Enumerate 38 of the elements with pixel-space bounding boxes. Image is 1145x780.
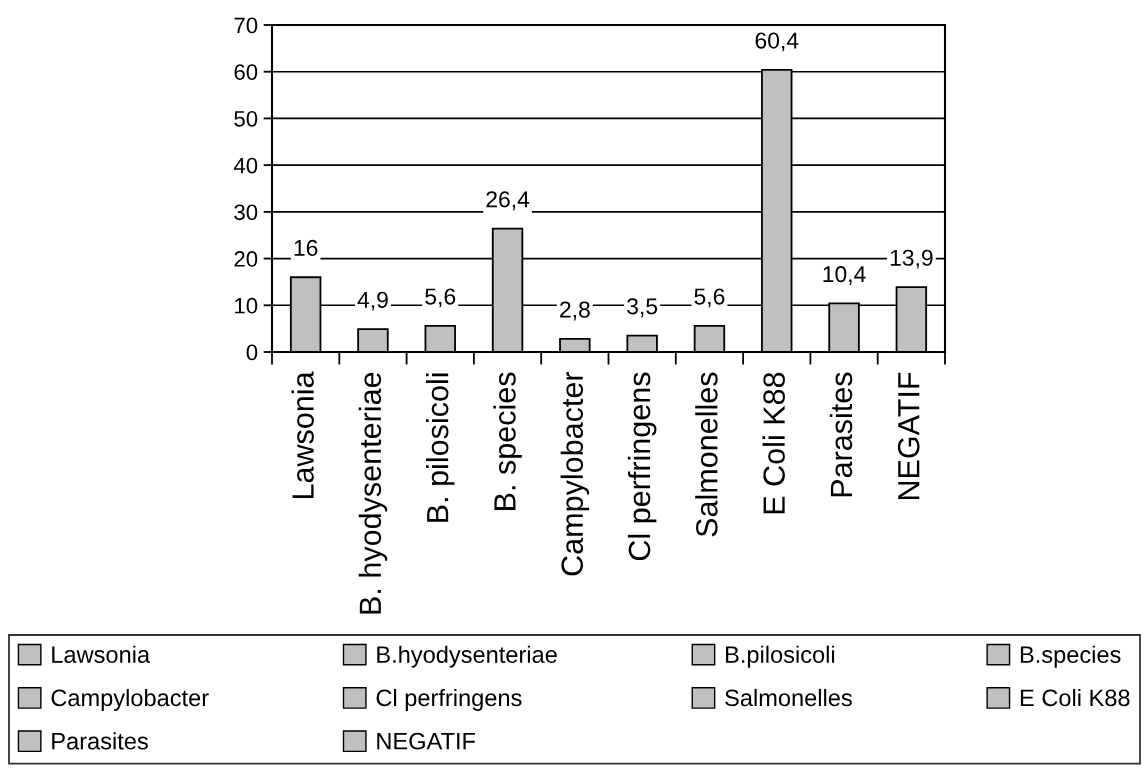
y-tick-label: 0 bbox=[246, 344, 258, 361]
legend-label: B.species bbox=[1020, 645, 1121, 668]
y-tick-label: 30 bbox=[234, 204, 258, 221]
legend-label: Lawsonia bbox=[52, 645, 151, 663]
data-label: 13,9 bbox=[890, 249, 933, 269]
x-tick-label: Campylobacter bbox=[560, 371, 590, 576]
data-label: 2,8 bbox=[560, 301, 590, 321]
x-tick-label: Salmonelles bbox=[695, 372, 718, 537]
x-tick-label: B. species bbox=[493, 372, 522, 510]
data-label: 4,9 bbox=[357, 291, 388, 311]
x-tick-label: E Coli K88 bbox=[762, 372, 785, 514]
data-label: 10,4 bbox=[823, 265, 866, 285]
data-label: 16 bbox=[294, 239, 318, 257]
y-tick-label: 40 bbox=[233, 157, 258, 174]
y-tick-label: 60 bbox=[234, 64, 258, 80]
x-tick-label: B. hyodysenteriae bbox=[358, 372, 388, 614]
x-tick-label: Parasites bbox=[829, 372, 853, 497]
legend-label: NEGATIF bbox=[377, 732, 476, 750]
x-tick-label: NEGATIF bbox=[897, 372, 920, 500]
data-label: 5,6 bbox=[694, 288, 725, 308]
legend-label: B.pilosicoli bbox=[726, 645, 835, 668]
y-tick-label: 20 bbox=[234, 251, 258, 267]
legend-label: Campylobacter bbox=[51, 688, 209, 711]
legend-label: Cl perfringens bbox=[376, 688, 522, 711]
x-tick-label: B. pilosicoli bbox=[426, 373, 455, 522]
data-label: 3,5 bbox=[627, 298, 658, 318]
data-label: 26,4 bbox=[486, 191, 530, 211]
y-tick-label: 70 bbox=[234, 17, 258, 34]
y-tick-label: 50 bbox=[234, 110, 258, 127]
legend-label: Parasites bbox=[52, 732, 148, 750]
y-tick-label: 10 bbox=[235, 297, 258, 314]
legend-label: B.hyodysenteriae bbox=[377, 645, 557, 668]
data-label: 60,4 bbox=[755, 32, 799, 52]
data-label: 5,6 bbox=[425, 288, 456, 308]
x-tick-label: Lawsonia bbox=[291, 371, 314, 499]
x-tick-label: Cl perfringens bbox=[627, 372, 657, 561]
legend-label: Salmonelles bbox=[725, 688, 852, 707]
legend-label: E Coli K88 bbox=[1020, 688, 1130, 707]
